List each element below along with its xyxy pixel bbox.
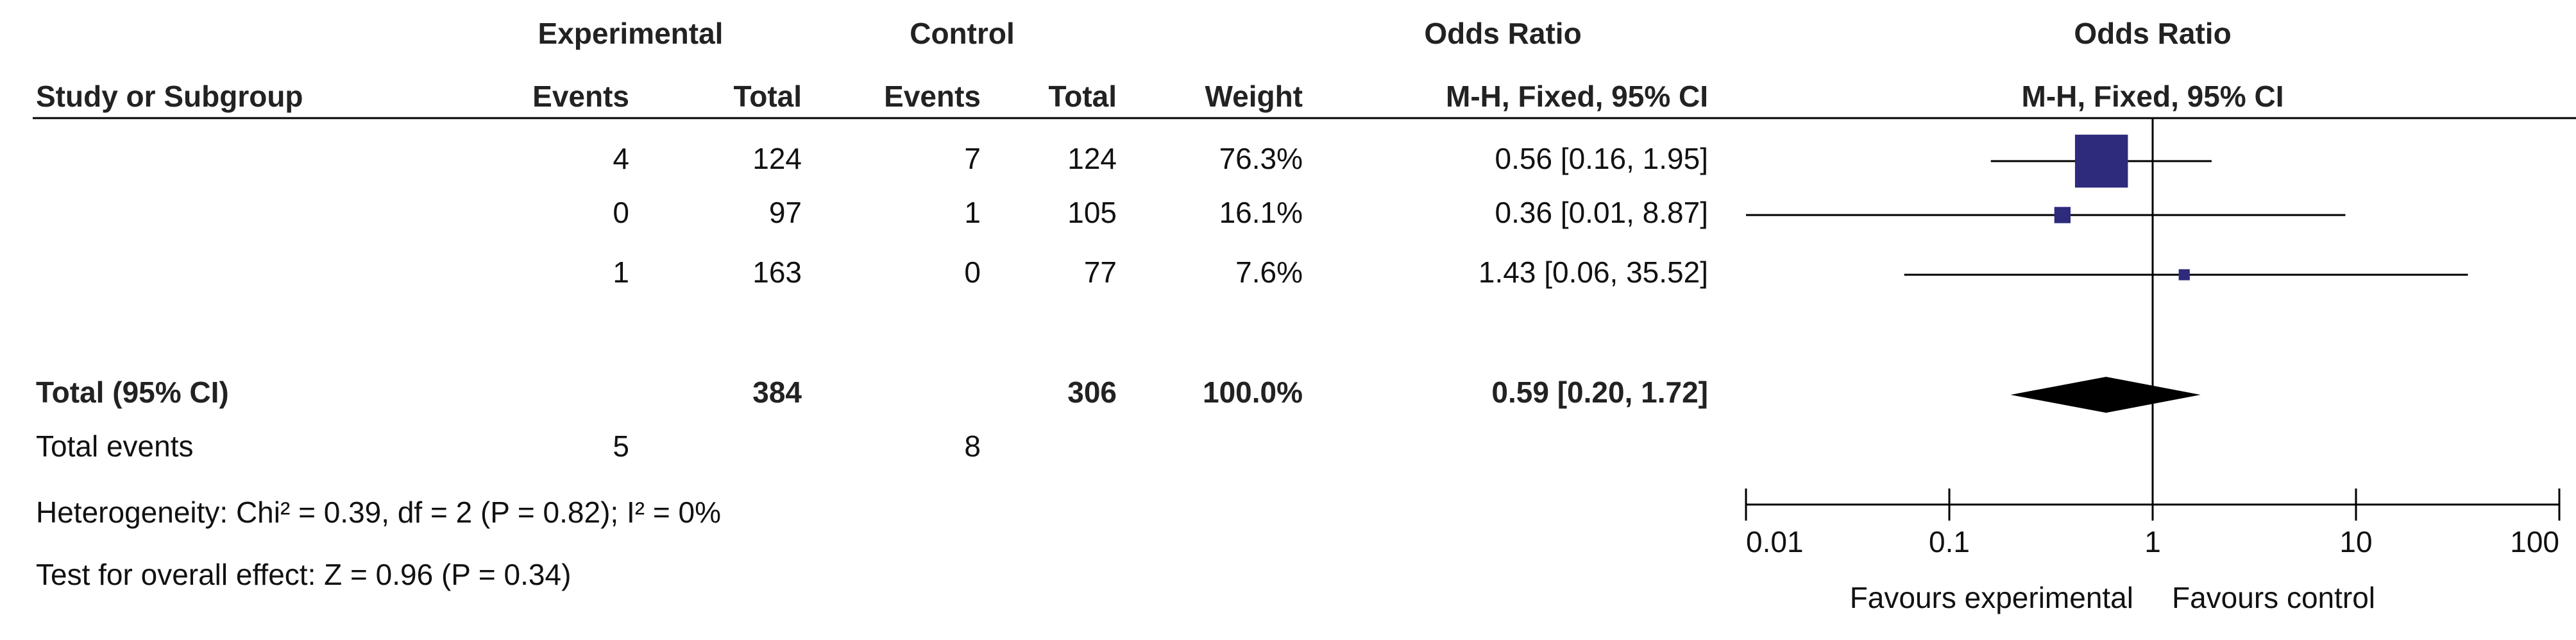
column-header: Study or Subgroup	[36, 80, 303, 113]
ci-label: 0.36 [0.01, 8.87]	[1495, 196, 1709, 229]
column-header: Total	[1049, 80, 1117, 113]
x-tick-label: 1	[2144, 525, 2161, 558]
effect-square	[2178, 269, 2190, 281]
events-ctrl: 1	[964, 196, 981, 229]
column-header: Weight	[1205, 80, 1303, 113]
ci-label: 0.56 [0.16, 1.95]	[1495, 142, 1709, 175]
weight: 76.3%	[1219, 142, 1303, 175]
column-group: Control	[910, 17, 1015, 50]
total-ci-label: 0.59 [0.20, 1.72]	[1491, 376, 1708, 409]
total-ctrl: 306	[1067, 376, 1117, 409]
x-tick-label: 100	[2510, 525, 2559, 558]
column-header: M-H, Fixed, 95% CI	[1446, 80, 1708, 113]
column-group: Experimental	[538, 17, 724, 50]
column-header: Events	[884, 80, 981, 113]
total-ctrl: 77	[1084, 255, 1117, 289]
total-events-label: Total events	[36, 429, 193, 463]
total-ctrl: 124	[1067, 142, 1117, 175]
events-exp: 4	[613, 142, 629, 175]
events-ctrl: 0	[964, 255, 981, 289]
ci-label: 1.43 [0.06, 35.52]	[1479, 255, 1708, 289]
events-exp: 1	[613, 255, 629, 289]
total-events-ctrl: 8	[964, 429, 981, 463]
effect-square	[2054, 207, 2071, 223]
total-events-exp: 5	[613, 429, 629, 463]
summary-diamond	[2010, 377, 2201, 413]
column-header: Events	[532, 80, 629, 113]
weight: 7.6%	[1235, 255, 1303, 289]
x-tick-label: 0.1	[1929, 525, 1970, 558]
effect-square	[2074, 134, 2128, 188]
total-exp: 163	[752, 255, 802, 289]
total-ctrl: 105	[1067, 196, 1117, 229]
total-exp: 124	[752, 142, 802, 175]
column-group: Odds Ratio	[2074, 17, 2231, 50]
column-header: Total	[734, 80, 802, 113]
total-exp: 97	[769, 196, 802, 229]
overall-effect: Test for overall effect: Z = 0.96 (P = 0…	[36, 558, 571, 591]
heterogeneity: Heterogeneity: Chi² = 0.39, df = 2 (P = …	[36, 496, 721, 529]
x-tick-label: 0.01	[1746, 525, 1804, 558]
events-ctrl: 7	[964, 142, 981, 175]
x-tick-label: 10	[2339, 525, 2372, 558]
weight: 16.1%	[1219, 196, 1303, 229]
total-exp: 384	[752, 376, 802, 409]
total-label: Total (95% CI)	[36, 376, 229, 409]
x-label-left: Favours experimental	[1850, 581, 2133, 614]
column-group: Odds Ratio	[1424, 17, 1581, 50]
events-exp: 0	[613, 196, 629, 229]
x-label-right: Favours control	[2172, 581, 2375, 614]
column-header: M-H, Fixed, 95% CI	[2022, 80, 2284, 113]
total-weight: 100.0%	[1203, 376, 1303, 409]
